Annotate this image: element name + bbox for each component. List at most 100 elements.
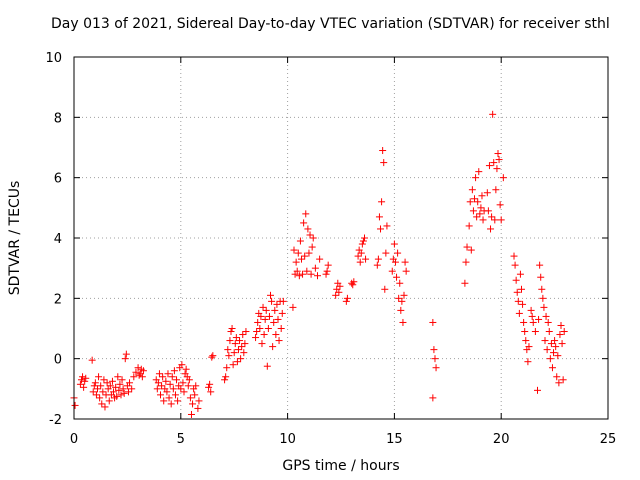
data-point — [205, 383, 213, 391]
data-point — [138, 373, 146, 381]
data-point — [231, 340, 239, 348]
data-point — [558, 340, 566, 348]
data-point — [116, 380, 124, 388]
data-point — [465, 222, 473, 230]
data-point — [252, 334, 260, 342]
data-point — [471, 195, 478, 203]
data-point — [517, 285, 525, 293]
data-point — [525, 343, 533, 351]
data-point — [240, 349, 248, 357]
data-point — [489, 110, 497, 118]
data-point — [462, 258, 470, 266]
data-point — [275, 337, 283, 345]
data-point — [388, 267, 396, 275]
x-tick-label: 20 — [493, 432, 510, 447]
data-point — [381, 285, 389, 293]
data-point — [228, 325, 236, 332]
data-point — [485, 162, 493, 170]
data-point — [354, 252, 362, 260]
data-point — [96, 394, 104, 402]
data-point — [429, 318, 437, 326]
data-point — [90, 382, 98, 390]
data-point — [139, 367, 147, 375]
data-point — [157, 391, 165, 399]
data-point — [430, 346, 438, 354]
data-point — [224, 346, 232, 354]
data-point — [514, 297, 522, 305]
data-point — [186, 394, 194, 402]
data-point — [88, 356, 96, 364]
data-point — [227, 328, 235, 336]
data-point — [529, 318, 537, 326]
data-point — [380, 159, 388, 167]
data-point — [524, 358, 532, 366]
data-point — [552, 343, 560, 351]
data-point — [391, 258, 399, 266]
data-point — [540, 303, 548, 311]
data-point — [265, 312, 273, 320]
data-point — [76, 380, 84, 388]
data-point — [95, 373, 103, 381]
data-point — [292, 258, 300, 266]
data-point — [232, 334, 240, 342]
data-point — [510, 252, 518, 260]
data-point — [80, 383, 88, 391]
data-point — [554, 352, 562, 360]
data-point — [122, 350, 130, 358]
data-point — [516, 270, 524, 278]
data-point — [377, 225, 385, 233]
data-point — [158, 382, 166, 390]
data-point — [207, 388, 215, 396]
data-point — [180, 388, 188, 396]
data-point — [271, 306, 279, 314]
data-point — [488, 213, 496, 221]
data-point — [130, 373, 138, 381]
data-point — [222, 373, 230, 381]
data-point — [160, 397, 168, 405]
data-point — [239, 331, 247, 339]
data-point — [97, 382, 105, 390]
data-point — [238, 343, 246, 351]
data-point — [373, 261, 381, 269]
data-point — [375, 213, 383, 221]
data-point — [89, 388, 97, 396]
x-tick-label: 0 — [70, 432, 78, 447]
data-point — [192, 382, 200, 390]
y-tick-label: -2 — [49, 413, 62, 428]
data-point — [274, 315, 282, 323]
data-point — [557, 321, 565, 329]
data-point — [128, 385, 136, 393]
data-point — [522, 337, 530, 345]
data-point — [242, 328, 250, 336]
data-point — [383, 222, 391, 230]
data-point — [289, 303, 297, 311]
data-point — [261, 315, 269, 323]
data-point — [336, 282, 344, 290]
data-point — [259, 303, 267, 311]
data-point — [378, 198, 386, 206]
data-point — [300, 219, 308, 227]
data-point — [209, 352, 217, 360]
data-point — [478, 192, 486, 200]
data-point — [134, 364, 142, 372]
data-point — [121, 355, 129, 363]
data-point — [241, 340, 249, 348]
data-point — [191, 391, 199, 399]
data-point — [230, 349, 238, 357]
data-point — [272, 331, 280, 339]
data-point — [253, 328, 261, 336]
x-axis-label: GPS time / hours — [282, 458, 399, 474]
data-point — [223, 364, 231, 372]
data-point — [279, 297, 287, 305]
y-tick-label: 6 — [54, 172, 62, 187]
data-point — [494, 150, 502, 158]
data-point — [394, 249, 402, 257]
data-point — [311, 264, 319, 272]
data-point — [538, 285, 546, 293]
data-point — [495, 156, 503, 164]
data-point — [539, 294, 547, 302]
data-point — [113, 392, 121, 400]
data-point — [546, 355, 554, 363]
data-point — [379, 147, 387, 155]
data-point — [560, 328, 568, 336]
